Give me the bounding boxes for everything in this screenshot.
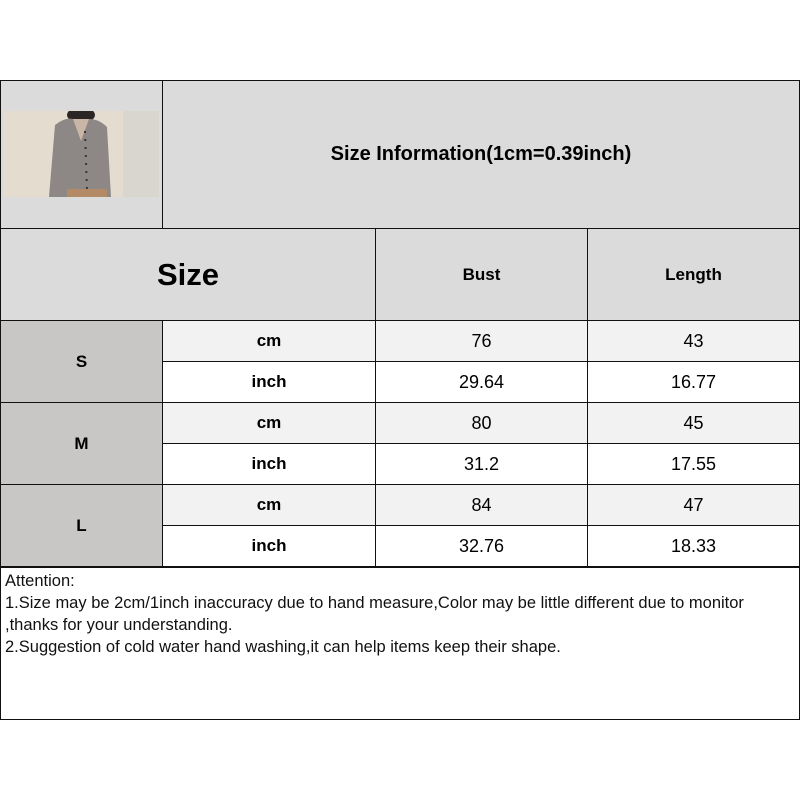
bust-header: Bust <box>375 228 588 321</box>
notes-heading: Attention: <box>5 572 75 590</box>
length-value: 17.55 <box>587 443 800 485</box>
bust-value: 84 <box>375 484 588 526</box>
bust-value: 80 <box>375 402 588 444</box>
unit-cm: cm <box>162 402 376 444</box>
length-header: Length <box>587 228 800 321</box>
unit-inch: inch <box>162 525 376 567</box>
bust-value: 29.64 <box>375 361 588 403</box>
bust-value: 76 <box>375 320 588 362</box>
note-1: 1.Size may be 2cm/1inch inaccuracy due t… <box>5 594 744 634</box>
note-2: 2.Suggestion of cold water hand washing,… <box>5 638 561 656</box>
attention-notes: Attention: 1.Size may be 2cm/1inch inacc… <box>0 567 800 720</box>
size-M: M <box>0 402 163 485</box>
bust-value: 31.2 <box>375 443 588 485</box>
unit-cm: cm <box>162 484 376 526</box>
unit-inch: inch <box>162 443 376 485</box>
length-value: 16.77 <box>587 361 800 403</box>
product-photo <box>3 111 159 197</box>
size-S: S <box>0 320 163 403</box>
bust-value: 32.76 <box>375 525 588 567</box>
unit-cm: cm <box>162 320 376 362</box>
length-value: 18.33 <box>587 525 800 567</box>
unit-inch: inch <box>162 361 376 403</box>
size-header: Size <box>0 228 376 321</box>
length-value: 43 <box>587 320 800 362</box>
size-L: L <box>0 484 163 567</box>
length-value: 47 <box>587 484 800 526</box>
length-value: 45 <box>587 402 800 444</box>
chart-title: Size Information(1cm=0.39inch) <box>162 80 800 229</box>
